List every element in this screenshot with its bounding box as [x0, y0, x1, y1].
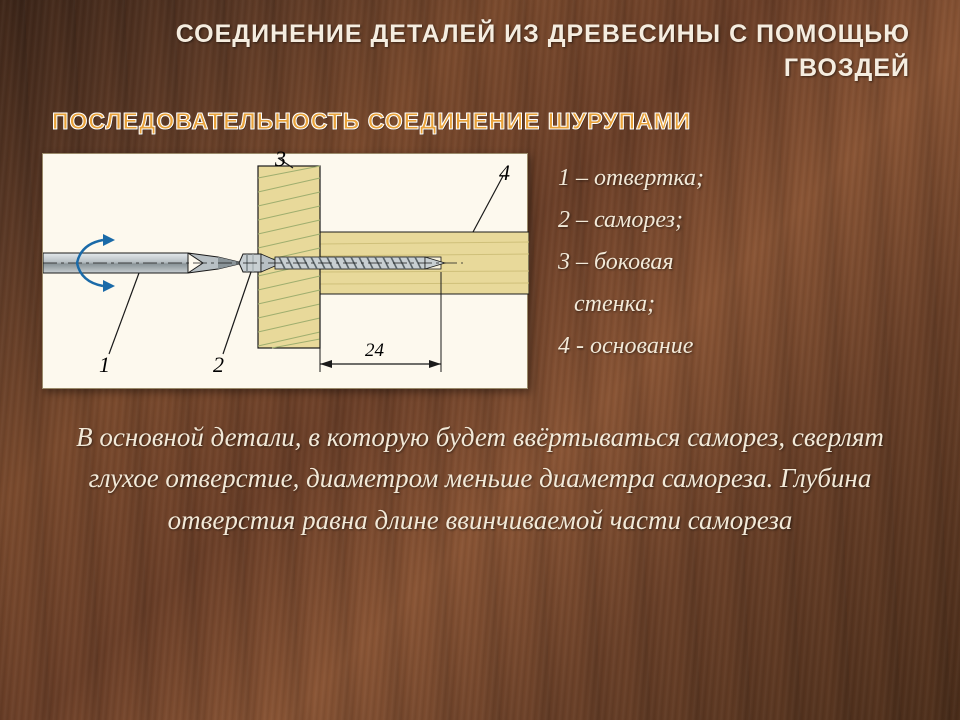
body-paragraph: В основной детали, в которую будет ввёрт… — [46, 417, 914, 543]
legend-item-3b: стенка; — [558, 283, 704, 325]
legend-item-3: 3 – боковая — [558, 241, 704, 283]
title-line-1: СОЕДИНЕНИЕ ДЕТАЛЕЙ ИЗ ДРЕВЕСИНЫ С ПОМОЩЬ… — [176, 20, 910, 48]
legend-num-4: 4 — [558, 333, 570, 359]
legend-text-2: саморез; — [594, 207, 683, 233]
diagram-label-4: 4 — [499, 160, 510, 186]
legend: 1 – отвертка; 2 – саморез; 3 – боковая с… — [558, 153, 704, 367]
page-title: СОЕДИНЕНИЕ ДЕТАЛЕЙ ИЗ ДРЕВЕСИНЫ С ПОМОЩЬ… — [0, 0, 960, 86]
legend-item-2: 2 – саморез; — [558, 199, 704, 241]
legend-text-4: основание — [590, 333, 693, 359]
diagram-label-2: 2 — [213, 352, 224, 378]
legend-text-3: боковая — [594, 249, 673, 275]
legend-text-3b: стенка; — [574, 291, 655, 317]
legend-num-3: 3 — [558, 249, 570, 275]
legend-item-1: 1 – отвертка; — [558, 157, 704, 199]
legend-text-1: отвертка; — [594, 165, 704, 191]
diagram-label-1: 1 — [99, 352, 110, 378]
legend-num-2: 2 — [558, 207, 570, 233]
legend-num-1: 1 — [558, 165, 570, 191]
screw-diagram-svg — [43, 154, 529, 390]
diagram-label-3: 3 — [275, 146, 286, 172]
screw-diagram: 1 2 3 4 24 — [42, 153, 528, 389]
subtitle: ПОСЛЕДОВАТЕЛЬНОСТЬ СОЕДИНЕНИЕ ШУРУПАМИ — [52, 108, 960, 135]
title-line-2: ГВОЗДЕЙ — [784, 54, 910, 82]
legend-item-4: 4 - основание — [558, 325, 704, 367]
diagram-dim-24: 24 — [365, 340, 384, 362]
